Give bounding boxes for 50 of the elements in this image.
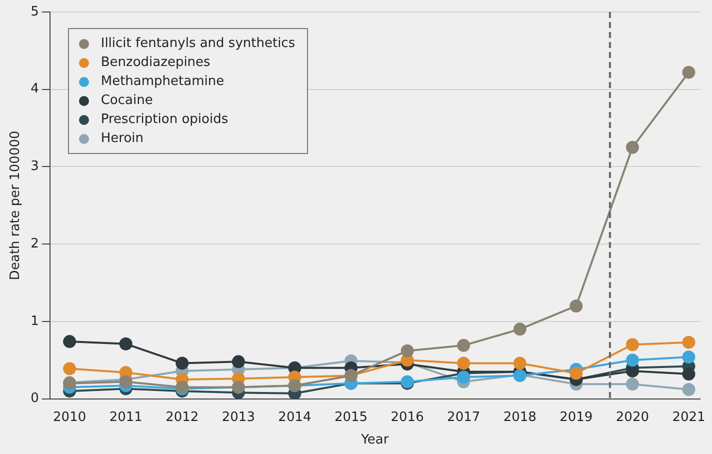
point [119,337,132,350]
y-tick-label: 3 [30,159,39,174]
point [682,350,696,364]
point [682,383,696,396]
point [400,344,414,358]
x-tick-label: 2015 [334,410,368,425]
point [682,66,696,79]
point [457,338,470,352]
x-axis-title: Year [360,432,390,448]
x-tick-label: 2021 [672,410,706,425]
point [63,362,76,376]
x-tick-label: 2016 [390,410,424,425]
legend-label: Cocaine [100,93,153,108]
x-tick-label: 2010 [53,410,86,425]
y-tick-label: 5 [30,4,39,20]
point [626,140,639,154]
point [457,356,470,370]
point [626,338,639,352]
x-tick-label: 2014 [278,410,312,425]
legend-label: Prescription opioids [100,112,228,127]
legend-label: Illicit fentanyls and synthetics [100,36,296,51]
point [626,364,639,378]
y-tick-label: 1 [30,314,39,329]
point [626,378,639,391]
x-tick-label: 2012 [166,410,199,425]
legend-label: Heroin [100,131,144,146]
x-tick-label: 2011 [109,410,142,425]
point [457,370,470,384]
y-tick-label: 4 [30,82,39,97]
legend-label: Methamphetamine [100,74,224,89]
point [176,356,189,370]
point [513,322,526,336]
point [682,368,696,381]
point [626,354,639,367]
x-tick-label: 2017 [447,410,480,425]
x-tick-label: 2013 [222,410,255,425]
legend-label: Benzodiazepines [100,55,210,70]
point [570,366,583,380]
x-tick-label: 2018 [503,410,536,425]
point [682,336,696,349]
y-tick-label: 0 [30,391,39,406]
point [513,356,526,370]
x-tick-label: 2019 [560,410,593,425]
point [232,355,245,368]
point [119,375,132,388]
x-tick-label: 2020 [616,410,649,425]
point [63,335,76,348]
point [570,299,583,312]
y-tick-label: 2 [30,236,39,252]
y-axis-title: Death rate per 100000 [8,130,24,280]
